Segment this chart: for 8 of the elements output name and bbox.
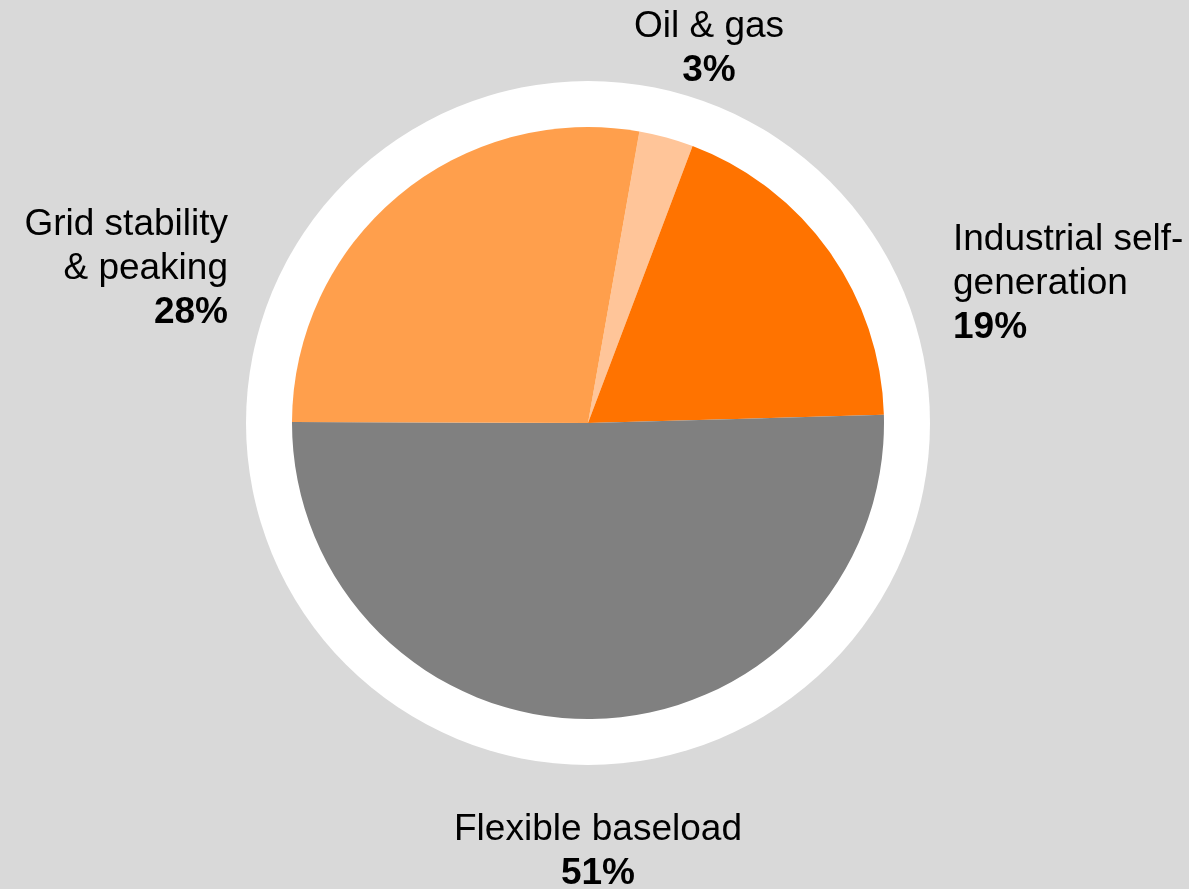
data-label: 28% — [153, 290, 228, 331]
slice-label: Oil & gas — [633, 4, 785, 45]
slice-label: Industrial self-generation — [953, 217, 1184, 302]
data-label: 19% — [953, 305, 1028, 346]
slice-label: Flexible baseload — [454, 807, 742, 848]
data-label: 3% — [682, 48, 736, 89]
slice-label: Grid stability & peaking — [24, 202, 229, 287]
data-label: 51% — [560, 851, 636, 889]
